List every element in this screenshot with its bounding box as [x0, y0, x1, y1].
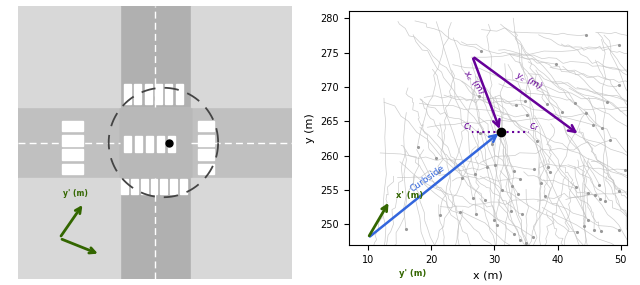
- Bar: [134, 136, 142, 152]
- Bar: [124, 84, 131, 104]
- Bar: [180, 180, 187, 194]
- Bar: [62, 121, 83, 131]
- Bar: [198, 121, 214, 131]
- Text: $c_r$: $c_r$: [529, 122, 540, 133]
- Bar: [145, 84, 152, 104]
- Bar: [176, 84, 183, 104]
- Text: $x_c$ (m): $x_c$ (m): [460, 67, 488, 97]
- Bar: [170, 180, 177, 194]
- Text: y' (m): y' (m): [63, 189, 88, 198]
- Bar: [165, 84, 172, 104]
- Bar: [62, 135, 83, 146]
- Text: y' (m): y' (m): [399, 269, 427, 278]
- Text: $y_c$ (m): $y_c$ (m): [513, 68, 545, 93]
- Bar: [62, 149, 83, 160]
- Y-axis label: y (m): y (m): [305, 113, 315, 143]
- Bar: [141, 180, 148, 194]
- Bar: [120, 6, 191, 279]
- Bar: [198, 135, 214, 146]
- Bar: [19, 107, 292, 178]
- Bar: [157, 136, 164, 152]
- Text: $c_l$: $c_l$: [463, 122, 472, 133]
- Text: Curbside: Curbside: [409, 163, 447, 194]
- Bar: [191, 178, 292, 279]
- Bar: [121, 180, 128, 194]
- Bar: [131, 180, 138, 194]
- Bar: [198, 149, 214, 160]
- Bar: [120, 107, 191, 178]
- Bar: [19, 6, 120, 107]
- Bar: [150, 180, 157, 194]
- Bar: [124, 136, 131, 152]
- Bar: [161, 180, 167, 194]
- Bar: [191, 6, 292, 107]
- X-axis label: x (m): x (m): [473, 270, 503, 280]
- Bar: [198, 164, 214, 174]
- Text: x' (m): x' (m): [396, 191, 424, 200]
- Bar: [155, 84, 162, 104]
- Bar: [168, 136, 175, 152]
- Bar: [134, 84, 141, 104]
- Bar: [19, 178, 120, 279]
- Bar: [62, 164, 83, 174]
- Bar: [146, 136, 154, 152]
